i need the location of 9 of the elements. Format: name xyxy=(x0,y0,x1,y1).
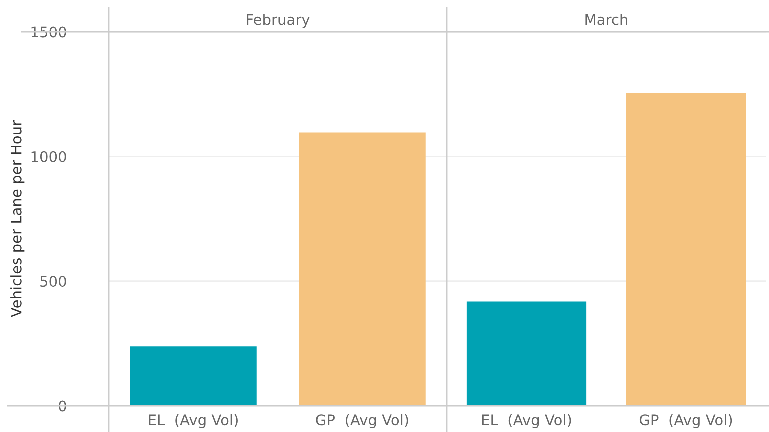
y-tick-label: 500 xyxy=(40,276,66,288)
x-tick-label: GP (Avg Vol) xyxy=(316,414,408,428)
x-tick-label: GP (Avg Vol) xyxy=(640,414,732,428)
chart-title: February xyxy=(247,14,310,28)
chart-title: March xyxy=(586,14,628,26)
y-tick-label: 1000 xyxy=(32,151,66,162)
x-tick-label: EL (Avg Vol) xyxy=(482,414,572,428)
y-axis-title: Vehicles per Lane per Hour xyxy=(10,120,25,318)
x-tick-label: EL (Avg Vol) xyxy=(149,414,238,428)
